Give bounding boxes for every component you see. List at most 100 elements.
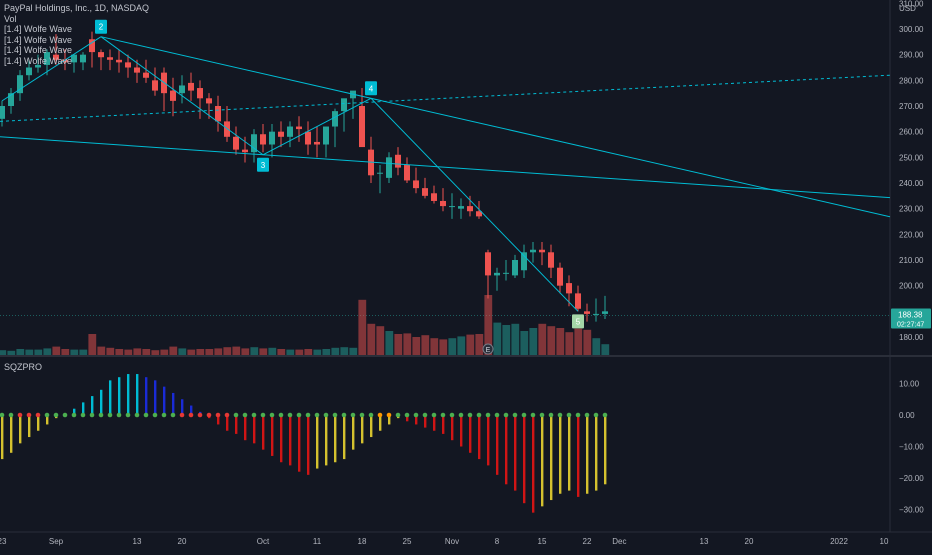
time-tick-label: 15 <box>538 537 547 546</box>
sqz-dot <box>62 412 68 418</box>
sqz-histogram-bar <box>388 415 391 425</box>
sqz-histogram-bar <box>172 392 175 415</box>
study-label-3[interactable]: [1.4] Wolfe Wave <box>4 45 73 55</box>
volume-bar <box>205 349 214 355</box>
volume-label[interactable]: Vol <box>4 13 17 24</box>
sqz-dot <box>35 412 41 418</box>
price-tick-label: 220.00 <box>899 230 924 239</box>
candle-body <box>278 131 284 137</box>
wolfe-line-2-4 <box>100 36 891 218</box>
candle-body <box>80 54 86 63</box>
volume-bar <box>7 350 16 355</box>
wolfe-point-marker <box>257 157 269 172</box>
sqz-dot <box>602 412 608 418</box>
sqz-dot <box>413 412 419 418</box>
sqz-histogram-bar <box>298 415 301 472</box>
volume-bar <box>493 322 502 355</box>
candle-body <box>341 98 347 112</box>
candle-body <box>8 93 14 106</box>
sqz-dot <box>440 412 446 418</box>
sqz-histogram-bar <box>595 415 598 491</box>
candle-body <box>71 54 77 63</box>
sqz-histogram-bar <box>91 396 94 415</box>
volume-bar <box>142 349 151 355</box>
volume-bar <box>151 350 160 355</box>
volume-bar <box>484 295 493 355</box>
sqz-histogram-bar <box>154 380 157 415</box>
indicator-label[interactable]: SQZPRO <box>4 362 43 372</box>
candle-body <box>431 193 437 201</box>
volume-bar <box>214 348 223 355</box>
sqz-histogram-bar <box>568 415 571 491</box>
sqz-dot <box>476 412 482 418</box>
sqz-histogram-bar <box>136 374 139 415</box>
candle-body <box>593 313 599 315</box>
wolfe-leg-4 <box>370 97 579 312</box>
volume-bar <box>187 349 196 355</box>
sqz-histogram-bar <box>577 415 580 497</box>
sqz-histogram-bar <box>379 415 382 431</box>
candle-body <box>197 88 203 99</box>
sqz-dot <box>332 412 338 418</box>
candle-body <box>476 211 482 217</box>
sqz-dot <box>539 412 545 418</box>
sqz-dot <box>485 412 491 418</box>
sqz-dot <box>269 412 275 418</box>
volume-bar <box>268 347 277 355</box>
volume-bar <box>70 349 79 355</box>
sqz-dot <box>395 412 401 418</box>
volume-bar <box>286 349 295 355</box>
volume-bar <box>133 348 142 355</box>
sqz-histogram-bar <box>163 386 166 415</box>
sqz-dot <box>296 412 302 418</box>
symbol-title[interactable]: PayPal Holdings, Inc., 1D, NASDAQ <box>4 3 150 13</box>
sqz-histogram-bar <box>415 415 418 425</box>
sqz-histogram-bar <box>109 380 112 415</box>
volume-bar <box>61 349 70 355</box>
sqz-histogram-bar <box>424 415 427 428</box>
sqz-dot <box>8 412 14 418</box>
time-tick-label: 25 <box>403 537 412 546</box>
sqz-dot <box>494 412 500 418</box>
sqz-histogram-bar <box>145 377 148 415</box>
wolfe-point-marker <box>95 19 107 34</box>
countdown-label: 02:27:47 <box>897 321 924 328</box>
price-tick-label: 290.00 <box>899 51 924 60</box>
candle-body <box>359 106 365 148</box>
volume-bar <box>160 349 169 355</box>
study-label-4[interactable]: [1.4] Wolfe Wave <box>4 55 73 66</box>
candle-body <box>269 131 275 145</box>
time-tick-label: Nov <box>445 537 459 546</box>
candle-body <box>116 59 122 63</box>
volume-bar <box>277 349 286 355</box>
time-tick-label: 20 <box>745 537 754 546</box>
volume-bar <box>115 349 124 355</box>
sqz-histogram-bar <box>127 374 130 415</box>
volume-bar <box>367 323 376 355</box>
volume-bar <box>520 331 529 355</box>
sqz-dot <box>251 412 257 418</box>
sqz-dot <box>215 412 221 418</box>
sqz-histogram-bar <box>82 402 85 415</box>
sqz-histogram-bar <box>586 415 589 494</box>
volume-bar <box>412 337 421 355</box>
sqz-histogram-bar <box>226 415 229 431</box>
study-label-1[interactable]: [1.4] Wolfe Wave <box>4 24 73 34</box>
sqz-histogram-bar <box>244 415 247 441</box>
time-tick-label: Sep <box>49 537 64 546</box>
time-tick-label: 13 <box>133 537 142 546</box>
wolfe-point-label: 5 <box>576 317 581 326</box>
candle-body <box>566 283 572 294</box>
candle-body <box>323 126 329 145</box>
sqz-histogram-bar <box>10 415 13 453</box>
study-label-2[interactable]: [1.4] Wolfe Wave <box>4 34 73 45</box>
candle-body <box>377 172 383 174</box>
candle-body <box>584 311 590 314</box>
sqz-dot <box>557 412 563 418</box>
sqz-dot <box>575 412 581 418</box>
candle-body <box>233 136 239 150</box>
time-tick-label: 18 <box>358 537 367 546</box>
